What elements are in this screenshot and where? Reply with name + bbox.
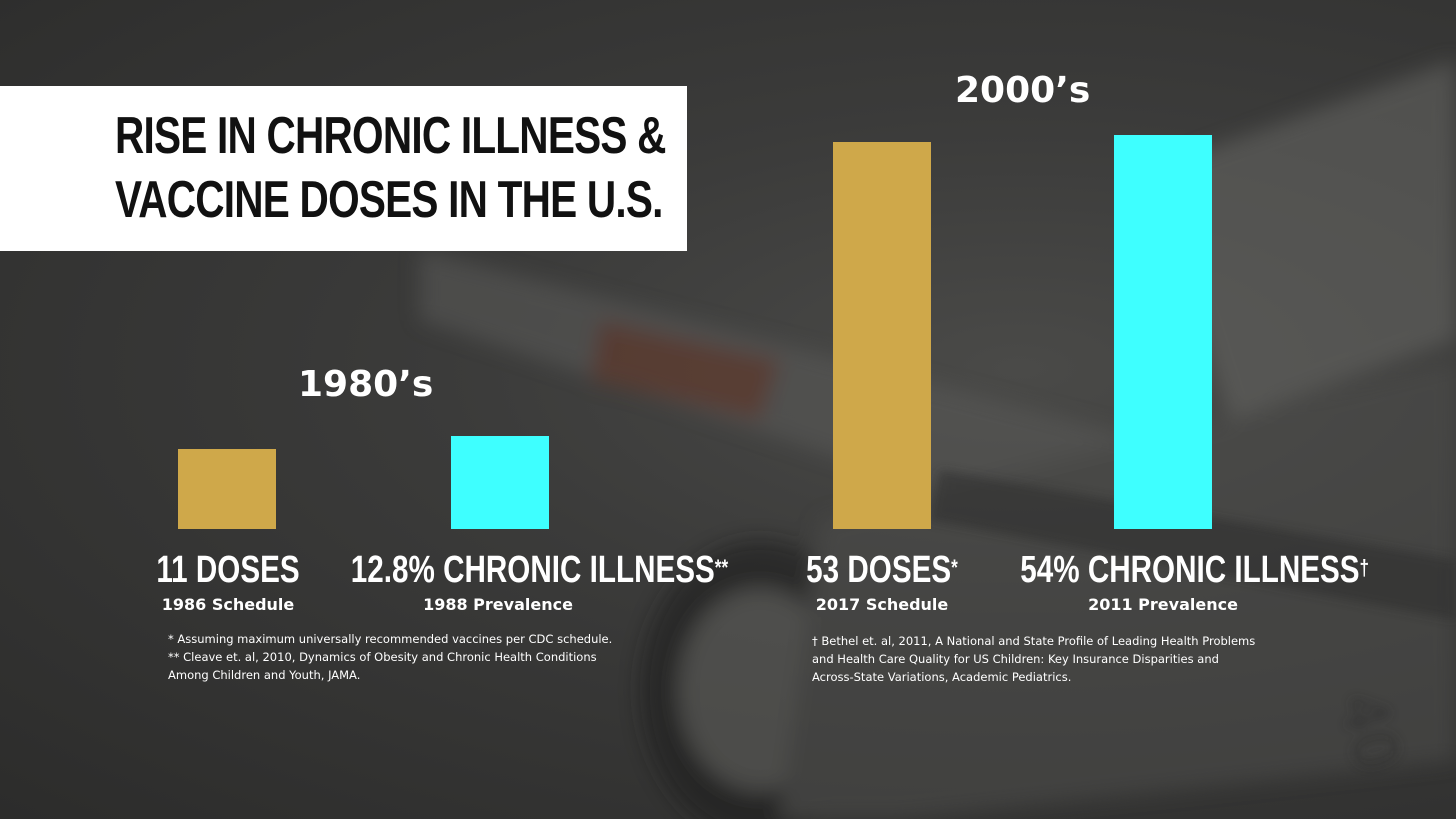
- sublabel-2017-schedule: 2017 Schedule: [815, 595, 949, 614]
- footnote-bethel-2: and Health Care Quality for US Children:…: [812, 652, 1219, 666]
- bar-2017-doses: [833, 142, 931, 529]
- bar-2011-chronic-illness: [1114, 134, 1212, 529]
- sublabel-1988-prevalence: 1988 Prevalence: [423, 595, 573, 614]
- footnote-bethel-3: Across-State Variations, Academic Pediat…: [812, 670, 1072, 684]
- label-54-chronic-illness: 54% CHRONIC ILLNESS†: [1020, 549, 1370, 591]
- era-2000s-heading: 2000’s: [955, 70, 1091, 111]
- footnote-right: † Bethel et. al, 2011, A National and St…: [812, 632, 1255, 686]
- era-1980s-heading: 1980’s: [298, 364, 434, 405]
- label-53-doses: 53 DOSES*: [806, 549, 958, 591]
- bar-1988-chronic-illness: [451, 435, 549, 529]
- sublabel-1986-schedule: 1986 Schedule: [161, 595, 295, 614]
- footnote-cleave-2: Among Children and Youth, JAMA.: [168, 668, 361, 682]
- title-line-2: VACCINE DOSES IN THE U.S.: [115, 171, 663, 229]
- sublabel-2011-prevalence: 2011 Prevalence: [1088, 595, 1238, 614]
- footnote-left: * Assuming maximum universally recommend…: [168, 630, 612, 684]
- footnote-bethel-1: † Bethel et. al, 2011, A National and St…: [812, 634, 1256, 648]
- svg-text:40: 40: [1326, 686, 1413, 778]
- label-12-8-chronic-illness: 12.8% CHRONIC ILLNESS**: [350, 549, 729, 591]
- label-11-doses: 11 DOSES: [156, 549, 300, 591]
- bar-1986-doses: [178, 448, 276, 529]
- footnote-cdc: * Assuming maximum universally recommend…: [168, 632, 613, 646]
- title-box: RISE IN CHRONIC ILLNESS & VACCINE DOSES …: [0, 86, 687, 251]
- title-line-1: RISE IN CHRONIC ILLNESS &: [115, 107, 666, 165]
- footnote-cleave-1: ** Cleave et. al, 2010, Dynamics of Obes…: [168, 650, 597, 664]
